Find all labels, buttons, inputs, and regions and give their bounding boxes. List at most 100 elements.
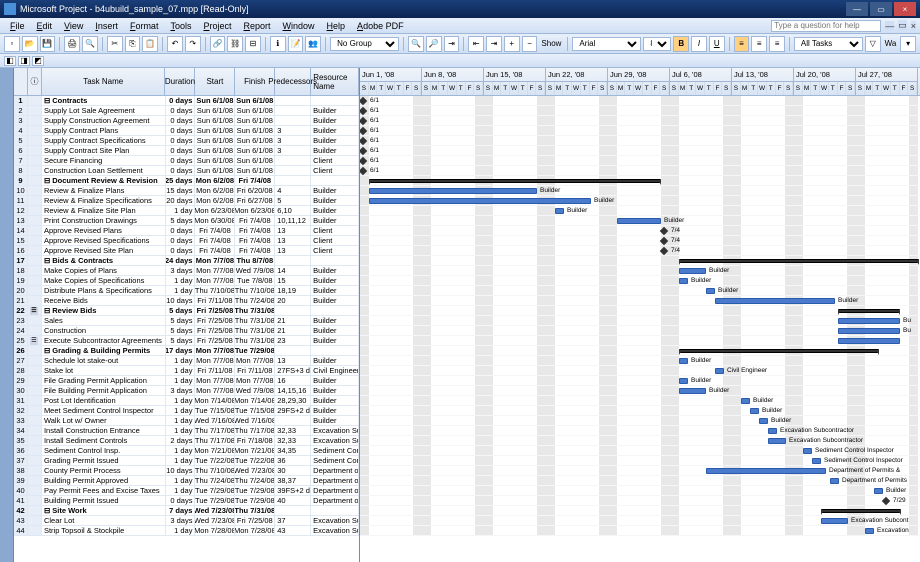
task-name-cell[interactable]: Sediment Control Insp.: [42, 446, 166, 455]
start-cell[interactable]: Sun 6/1/08: [195, 146, 235, 155]
outline-toggle[interactable]: ⊟: [44, 96, 50, 105]
task-name-cell[interactable]: File Grading Permit Application: [42, 376, 166, 385]
view-bar[interactable]: [0, 68, 14, 562]
task-bar[interactable]: [803, 448, 812, 454]
show-outline-button[interactable]: +: [504, 36, 520, 52]
pred-cell[interactable]: 13: [275, 246, 311, 255]
duration-cell[interactable]: 25 days: [166, 176, 196, 185]
res-cell[interactable]: Builder: [311, 116, 359, 125]
duration-cell[interactable]: 1 day: [166, 286, 196, 295]
duration-cell[interactable]: 0 days: [166, 136, 196, 145]
res-cell[interactable]: Builder: [311, 106, 359, 115]
doc-close-button[interactable]: ×: [911, 21, 916, 31]
duration-cell[interactable]: 0 days: [166, 236, 196, 245]
table-row[interactable]: 22☰⊟Review Bids5 daysFri 7/25/08Thu 7/31…: [14, 306, 359, 316]
start-cell[interactable]: Mon 6/2/08: [195, 196, 235, 205]
finish-cell[interactable]: Tue 7/29/08: [235, 486, 275, 495]
task-name-cell[interactable]: Review & Finalize Plans: [42, 186, 166, 195]
milestone-marker[interactable]: [360, 127, 367, 135]
start-cell[interactable]: Mon 6/30/08: [195, 216, 235, 225]
menu-insert[interactable]: Insert: [89, 21, 124, 31]
task-bar[interactable]: [838, 328, 900, 334]
duration-cell[interactable]: 1 day: [166, 446, 196, 455]
table-row[interactable]: 24Construction5 daysFri 7/25/08Thu 7/31/…: [14, 326, 359, 336]
task-name-cell[interactable]: Approve Revised Site Plan: [42, 246, 166, 255]
menu-adobe-pdf[interactable]: Adobe PDF: [351, 21, 410, 31]
pred-cell[interactable]: 20: [275, 296, 311, 305]
res-cell[interactable]: Builder: [311, 336, 359, 345]
start-cell[interactable]: Mon 7/7/08: [195, 256, 235, 265]
task-bar[interactable]: [555, 208, 564, 214]
table-row[interactable]: 34Install Construction Entrance1 dayThu …: [14, 426, 359, 436]
pred-cell[interactable]: [275, 346, 311, 355]
finish-cell[interactable]: Thu 7/31/08: [235, 336, 275, 345]
task-name-cell[interactable]: Receive Bids: [42, 296, 166, 305]
finish-cell[interactable]: Thu 7/31/08: [235, 326, 275, 335]
col-header-start[interactable]: Start: [195, 68, 235, 95]
pred-cell[interactable]: 3: [275, 146, 311, 155]
doc-restore-button[interactable]: ▭: [898, 20, 907, 31]
col-header-name[interactable]: Task Name: [42, 68, 166, 95]
pred-cell[interactable]: 23: [275, 336, 311, 345]
fontsize-select[interactable]: 8: [643, 37, 671, 51]
table-row[interactable]: 2Supply Lot Sale Agreement0 daysSun 6/1/…: [14, 106, 359, 116]
task-name-cell[interactable]: Building Permit Issued: [42, 496, 166, 505]
res-cell[interactable]: Builder: [311, 286, 359, 295]
col-header-info[interactable]: ⓘ: [28, 68, 42, 95]
task-name-cell[interactable]: Meet Sediment Control Inspector: [42, 406, 166, 415]
pred-cell[interactable]: [275, 176, 311, 185]
task-name-cell[interactable]: Construction: [42, 326, 166, 335]
table-row[interactable]: 15Approve Revised Specifications0 daysFr…: [14, 236, 359, 246]
res-cell[interactable]: [311, 96, 359, 105]
res-cell[interactable]: Sediment Contr: [311, 446, 359, 455]
start-cell[interactable]: Mon 7/28/08: [195, 526, 235, 535]
task-name-cell[interactable]: ⊟Site Work: [42, 506, 166, 515]
table-row[interactable]: 12Review & Finalize Site Plan1 dayMon 6/…: [14, 206, 359, 216]
task-bar[interactable]: [812, 458, 821, 464]
res-cell[interactable]: Builder: [311, 326, 359, 335]
group-select[interactable]: No Group: [330, 37, 399, 51]
res-cell[interactable]: Builder: [311, 376, 359, 385]
col-header-duration[interactable]: Duration: [165, 68, 195, 95]
split-button[interactable]: ⊟: [245, 36, 261, 52]
table-row[interactable]: 35Install Sediment Controls2 daysThu 7/1…: [14, 436, 359, 446]
pred-cell[interactable]: 13: [275, 236, 311, 245]
start-cell[interactable]: Fri 7/11/08: [195, 366, 235, 375]
table-row[interactable]: 39Building Permit Approved1 dayThu 7/24/…: [14, 476, 359, 486]
menu-tools[interactable]: Tools: [164, 21, 197, 31]
duration-cell[interactable]: 5 days: [166, 316, 196, 325]
duration-cell[interactable]: 5 days: [166, 306, 196, 315]
finish-cell[interactable]: Mon 7/14/08: [235, 396, 275, 405]
pred-cell[interactable]: 39FS+2 days: [275, 486, 311, 495]
task-name-cell[interactable]: ⊟Bids & Contracts: [42, 256, 166, 265]
task-name-cell[interactable]: Make Copies of Plans: [42, 266, 166, 275]
pred-cell[interactable]: 3: [275, 126, 311, 135]
outline-toggle[interactable]: ⊟: [44, 346, 50, 355]
pred-cell[interactable]: 14,15,16: [275, 386, 311, 395]
outline-toggle[interactable]: ⊟: [44, 256, 50, 265]
finish-cell[interactable]: Thu 7/17/08: [235, 426, 275, 435]
pred-cell[interactable]: [275, 256, 311, 265]
pred-cell[interactable]: 13: [275, 226, 311, 235]
table-row[interactable]: 18Make Copies of Plans3 daysMon 7/7/08We…: [14, 266, 359, 276]
res-cell[interactable]: Client: [311, 156, 359, 165]
menu-edit[interactable]: Edit: [31, 21, 59, 31]
start-cell[interactable]: Sun 6/1/08: [195, 106, 235, 115]
table-row[interactable]: 44Strip Topsoil & Stockpile1 dayMon 7/28…: [14, 526, 359, 536]
res-cell[interactable]: Excavation Sub: [311, 436, 359, 445]
finish-cell[interactable]: Sun 6/1/08: [235, 146, 275, 155]
close-button[interactable]: ×: [894, 2, 916, 16]
finish-cell[interactable]: Wed 7/9/08: [235, 266, 275, 275]
duration-cell[interactable]: 5 days: [166, 336, 196, 345]
start-cell[interactable]: Mon 6/23/08: [195, 206, 235, 215]
table-row[interactable]: 13Print Construction Drawings5 daysMon 6…: [14, 216, 359, 226]
finish-cell[interactable]: Mon 7/7/08: [235, 356, 275, 365]
task-name-cell[interactable]: Supply Lot Sale Agreement: [42, 106, 166, 115]
res-cell[interactable]: Civil Engineer: [311, 366, 359, 375]
task-name-cell[interactable]: ⊟Contracts: [42, 96, 166, 105]
table-row[interactable]: 10Review & Finalize Plans15 daysMon 6/2/…: [14, 186, 359, 196]
task-bar[interactable]: [750, 408, 759, 414]
task-bar[interactable]: [706, 468, 826, 474]
res-cell[interactable]: Builder: [311, 386, 359, 395]
pred-cell[interactable]: 30: [275, 466, 311, 475]
